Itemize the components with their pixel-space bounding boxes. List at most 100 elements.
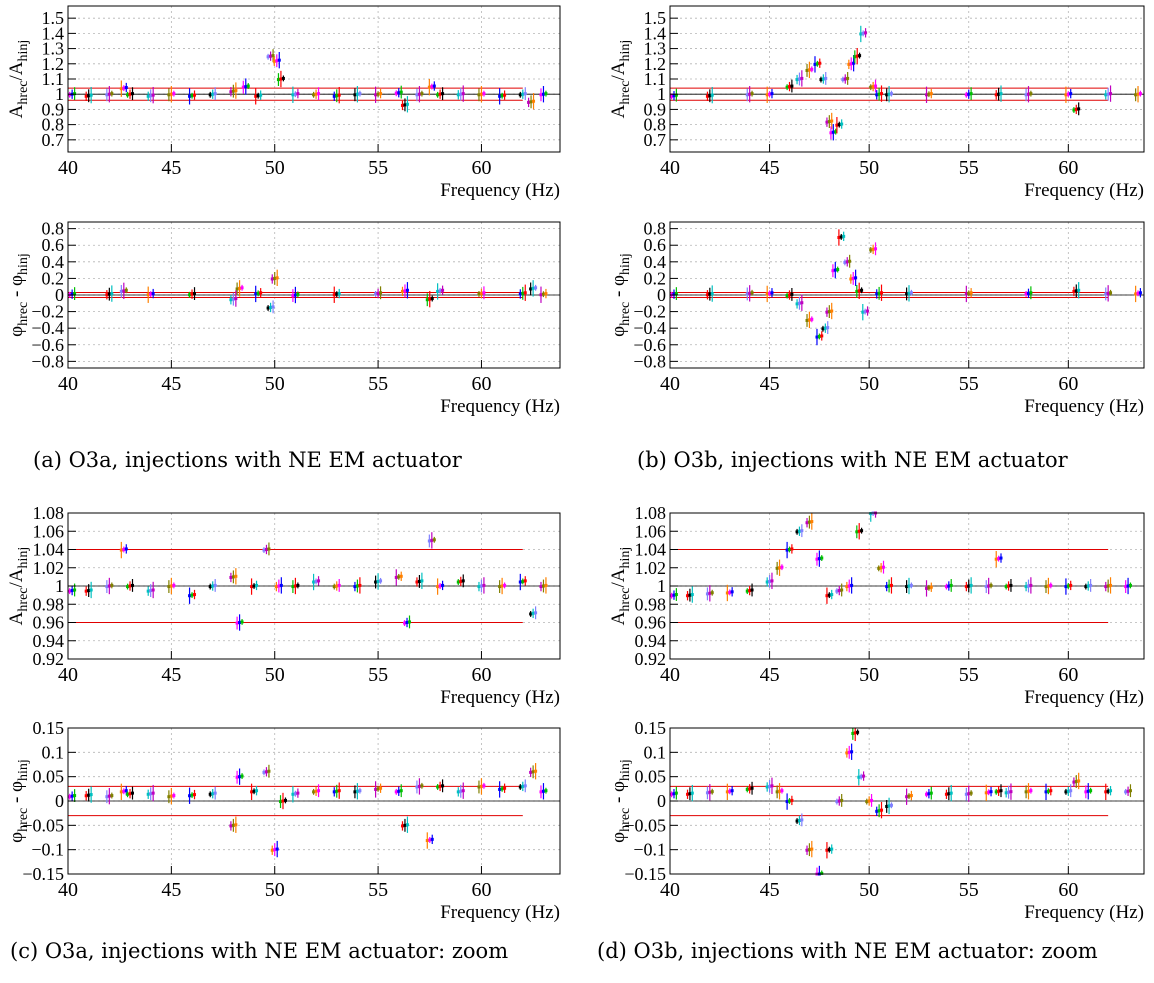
- data-point: [235, 287, 239, 291]
- data-point: [859, 775, 863, 779]
- data-point: [1128, 789, 1132, 793]
- data-point: [110, 92, 114, 96]
- data-point: [795, 302, 799, 306]
- data-point: [842, 234, 846, 238]
- data-point: [787, 85, 791, 89]
- data-point: [885, 585, 889, 589]
- x-axis-label: Frequency (Hz): [1024, 396, 1144, 417]
- data-point: [479, 291, 483, 295]
- y-tick-label: 0.2: [42, 268, 65, 288]
- data-point: [441, 92, 445, 96]
- data-point: [790, 84, 794, 88]
- data-point: [861, 310, 865, 314]
- data-point: [710, 790, 714, 794]
- data-point: [674, 292, 678, 296]
- data-point: [436, 93, 440, 97]
- y-tick-label: 0.1: [42, 742, 65, 762]
- data-point: [518, 580, 522, 584]
- data-point: [710, 93, 714, 97]
- data-point: [544, 92, 548, 96]
- y-tick-label: 0.1: [644, 742, 667, 762]
- data-point: [461, 579, 465, 583]
- data-point: [927, 586, 931, 590]
- data-point: [379, 291, 383, 295]
- y-tick-label: 0.8: [42, 219, 65, 239]
- data-point: [438, 92, 442, 96]
- data-point: [820, 871, 824, 875]
- data-point: [815, 557, 819, 561]
- data-point: [967, 792, 971, 796]
- data-point: [672, 94, 676, 98]
- data-point: [544, 292, 548, 296]
- y-tick-label: 1.3: [42, 39, 65, 59]
- data-point: [405, 621, 409, 624]
- data-point: [1077, 107, 1081, 111]
- data-point: [1069, 92, 1073, 96]
- data-point: [825, 848, 829, 852]
- data-point: [1064, 790, 1068, 794]
- data-point: [110, 794, 114, 798]
- data-point: [417, 784, 421, 788]
- data-point: [887, 92, 891, 96]
- data-point: [834, 130, 838, 134]
- data-point: [969, 791, 973, 795]
- data-point: [1128, 583, 1132, 587]
- data-point: [909, 583, 913, 587]
- data-point: [190, 94, 194, 98]
- data-point: [149, 589, 153, 593]
- x-tick-label: 60: [471, 664, 491, 686]
- data-point: [477, 292, 481, 296]
- data-point: [211, 584, 215, 588]
- data-point: [837, 236, 841, 240]
- data-point: [169, 92, 173, 96]
- data-point: [944, 585, 948, 589]
- data-point: [296, 92, 300, 96]
- x-tick-label: 45: [760, 373, 780, 395]
- data-point: [291, 294, 295, 298]
- data-point: [394, 575, 398, 579]
- data-point: [1029, 789, 1033, 793]
- data-point: [146, 589, 150, 593]
- data-point: [146, 792, 150, 796]
- data-point: [847, 62, 851, 66]
- data-point: [415, 785, 419, 789]
- data-point: [708, 94, 712, 98]
- data-point: [87, 589, 91, 593]
- data-point: [167, 585, 171, 589]
- data-point: [1124, 585, 1128, 589]
- data-point: [190, 793, 194, 797]
- data-point: [335, 292, 339, 296]
- data-point: [405, 102, 409, 106]
- data-point: [544, 789, 548, 793]
- data-point: [875, 292, 879, 296]
- x-tick-label: 50: [859, 879, 879, 901]
- data-point: [259, 291, 263, 295]
- data-point: [400, 289, 404, 293]
- data-point: [332, 585, 336, 589]
- data-point: [461, 92, 465, 96]
- data-point: [312, 790, 316, 794]
- data-point: [337, 789, 341, 793]
- data-point: [172, 583, 176, 587]
- data-point: [765, 785, 769, 789]
- data-point: [149, 292, 153, 296]
- y-axis-label: φhrec​ - φhinj​: [6, 253, 31, 337]
- data-point: [403, 621, 407, 625]
- y-tick-label: −0.4: [31, 318, 64, 338]
- data-point: [531, 286, 535, 290]
- data-point: [498, 787, 502, 791]
- y-tick-label: 0.7: [644, 130, 667, 150]
- data-point: [686, 594, 690, 598]
- data-point: [1046, 789, 1050, 793]
- data-point: [745, 93, 749, 97]
- data-point: [1086, 789, 1090, 793]
- data-point: [124, 288, 128, 292]
- data-point: [399, 90, 403, 94]
- data-point: [1074, 107, 1078, 111]
- data-point: [256, 291, 260, 295]
- data-point: [967, 584, 971, 588]
- data-point: [274, 585, 278, 589]
- data-point: [674, 593, 678, 597]
- data-point: [1104, 790, 1108, 794]
- data-point: [1024, 585, 1028, 589]
